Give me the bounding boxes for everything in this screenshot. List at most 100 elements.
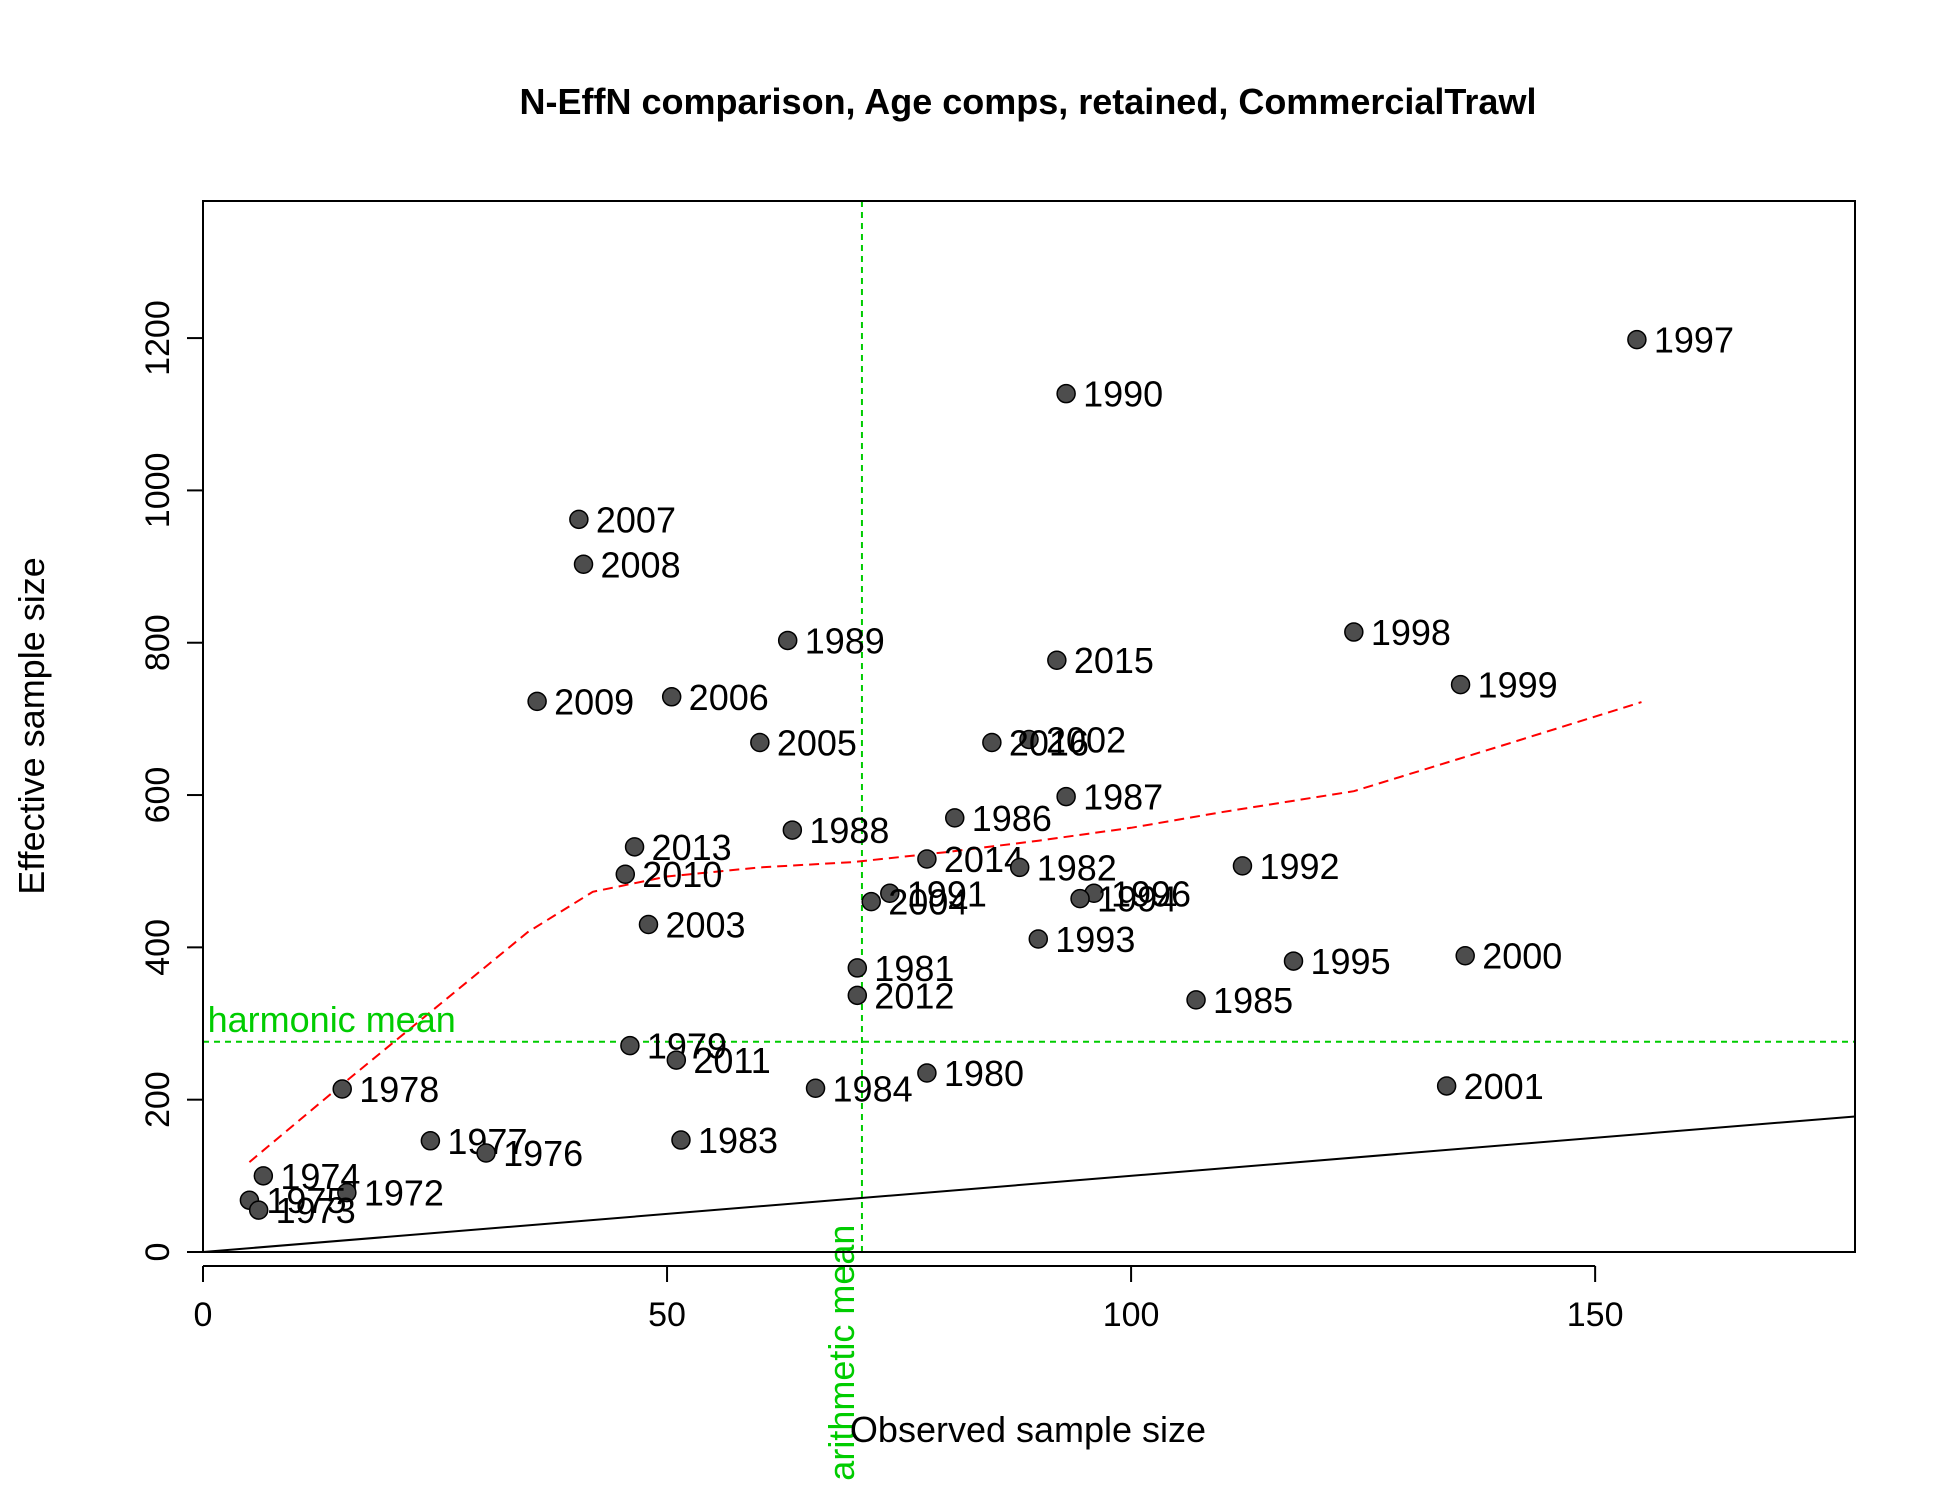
point-label-2002: 2002 — [1046, 719, 1126, 760]
point-1993 — [1028, 929, 1049, 949]
y-tick-label-800: 800 — [139, 614, 177, 671]
point-1984 — [805, 1078, 826, 1099]
point-label-1992: 1992 — [1259, 846, 1339, 887]
chart-title: N-EffN comparison, Age comps, retained, … — [520, 81, 1537, 122]
point-label-1978: 1978 — [359, 1069, 439, 1110]
point-2016 — [982, 732, 1002, 753]
point-2013 — [624, 837, 645, 857]
point-2011 — [666, 1050, 687, 1070]
point-label-1994: 1994 — [1097, 879, 1177, 920]
harmonic-mean-label: harmonic mean — [208, 999, 456, 1040]
point-label-1984: 1984 — [833, 1068, 913, 1109]
y-axis-title: Effective sample size — [11, 557, 52, 894]
point-2014 — [917, 849, 937, 869]
point-label-1987: 1987 — [1083, 777, 1163, 818]
point-label-2001: 2001 — [1464, 1066, 1544, 1107]
point-label-1998: 1998 — [1371, 612, 1451, 653]
point-1972 — [337, 1182, 357, 1203]
point-label-2013: 2013 — [652, 827, 732, 868]
point-2000 — [1455, 945, 1475, 966]
point-1988 — [782, 820, 803, 840]
point-label-1996: 1996 — [1111, 873, 1191, 914]
x-tick-label-150: 150 — [1567, 1296, 1624, 1334]
point-1992 — [1232, 856, 1253, 876]
y-axis: 0 200 400 600 800 1000 1200 — [139, 300, 204, 1262]
point-1976 — [476, 1143, 496, 1163]
point-1974 — [253, 1166, 274, 1186]
point-label-2011: 2011 — [693, 1040, 770, 1081]
point-1978 — [332, 1079, 352, 1099]
x-tick-label-50: 50 — [648, 1296, 686, 1334]
point-label-1997: 1997 — [1654, 320, 1734, 361]
point-label-1991: 1991 — [907, 873, 987, 914]
y-tick-label-600: 600 — [139, 767, 177, 824]
point-label-1983: 1983 — [698, 1120, 778, 1161]
point-2005 — [750, 732, 770, 753]
point-label-2014: 2014 — [944, 839, 1024, 880]
point-label-2008: 2008 — [601, 544, 681, 585]
point-1999 — [1450, 674, 1471, 695]
point-2002 — [1019, 729, 1039, 750]
point-label-1995: 1995 — [1311, 941, 1391, 982]
y-tick-label-0: 0 — [139, 1243, 177, 1262]
point-label-1980: 1980 — [944, 1053, 1024, 1094]
point-2010 — [615, 864, 636, 884]
point-label-2016: 2016 — [1009, 722, 1089, 763]
point-label-1988: 1988 — [809, 810, 889, 851]
point-1987 — [1056, 786, 1076, 807]
plot-content — [203, 201, 1855, 1252]
point-label-1973: 1973 — [276, 1190, 356, 1231]
point-2001 — [1436, 1076, 1457, 1096]
point-1980 — [917, 1063, 937, 1083]
point-2009 — [527, 691, 547, 712]
point-2012 — [847, 985, 868, 1006]
point-label-2012: 2012 — [874, 975, 954, 1016]
point-1982 — [1009, 857, 1030, 878]
point-1979 — [620, 1035, 640, 1056]
x-tick-label-100: 100 — [1103, 1296, 1160, 1334]
y-tick-label-400: 400 — [139, 919, 177, 976]
point-1985 — [1186, 990, 1206, 1010]
point-label-1981: 1981 — [874, 948, 954, 989]
y-tick-label-1000: 1000 — [139, 453, 177, 529]
y-tick-label-200: 200 — [139, 1071, 177, 1128]
point-label-1985: 1985 — [1213, 980, 1293, 1021]
point-label-2004: 2004 — [888, 882, 968, 923]
point-label-2009: 2009 — [554, 681, 634, 722]
point-2015 — [1047, 650, 1067, 670]
point-label-2015: 2015 — [1074, 640, 1154, 681]
point-1973 — [248, 1200, 269, 1220]
point-1977 — [420, 1131, 441, 1151]
point-1995 — [1283, 951, 1304, 971]
point-label-1989: 1989 — [805, 620, 885, 661]
point-1997 — [1627, 329, 1647, 350]
arithmetic-mean-label: arithmetic mean — [821, 1225, 862, 1481]
point-label-2007: 2007 — [596, 499, 676, 540]
point-1983 — [671, 1130, 691, 1150]
point-label-2005: 2005 — [777, 722, 857, 763]
point-2004 — [861, 891, 881, 912]
point-2006 — [661, 687, 682, 707]
point-label-1982: 1982 — [1037, 847, 1117, 888]
identity-line — [203, 1115, 1855, 1252]
point-1990 — [1056, 383, 1076, 404]
point-1981 — [847, 958, 868, 978]
point-label-1993: 1993 — [1055, 919, 1135, 960]
x-axis-title: Observed sample size — [850, 1409, 1206, 1450]
point-label-1976: 1976 — [503, 1133, 583, 1174]
point-1998 — [1344, 622, 1364, 642]
plot-area: harmonic mean arithmetic mean 1997 1990 2007… — [203, 201, 1855, 1481]
point-label-2000: 2000 — [1482, 936, 1562, 977]
point-label-2003: 2003 — [665, 905, 745, 946]
point-label-1979: 1979 — [647, 1026, 727, 1067]
y-tick-label-1200: 1200 — [139, 300, 177, 376]
point-1991 — [880, 883, 900, 904]
x-tick-label-0: 0 — [194, 1296, 213, 1334]
smoother-line — [248, 701, 1642, 1163]
point-label-1972: 1972 — [364, 1173, 444, 1214]
point-label-1975: 1975 — [266, 1180, 346, 1221]
point-label-2010: 2010 — [642, 854, 722, 895]
point-1994 — [1070, 888, 1090, 909]
point-label-1999: 1999 — [1478, 665, 1558, 706]
